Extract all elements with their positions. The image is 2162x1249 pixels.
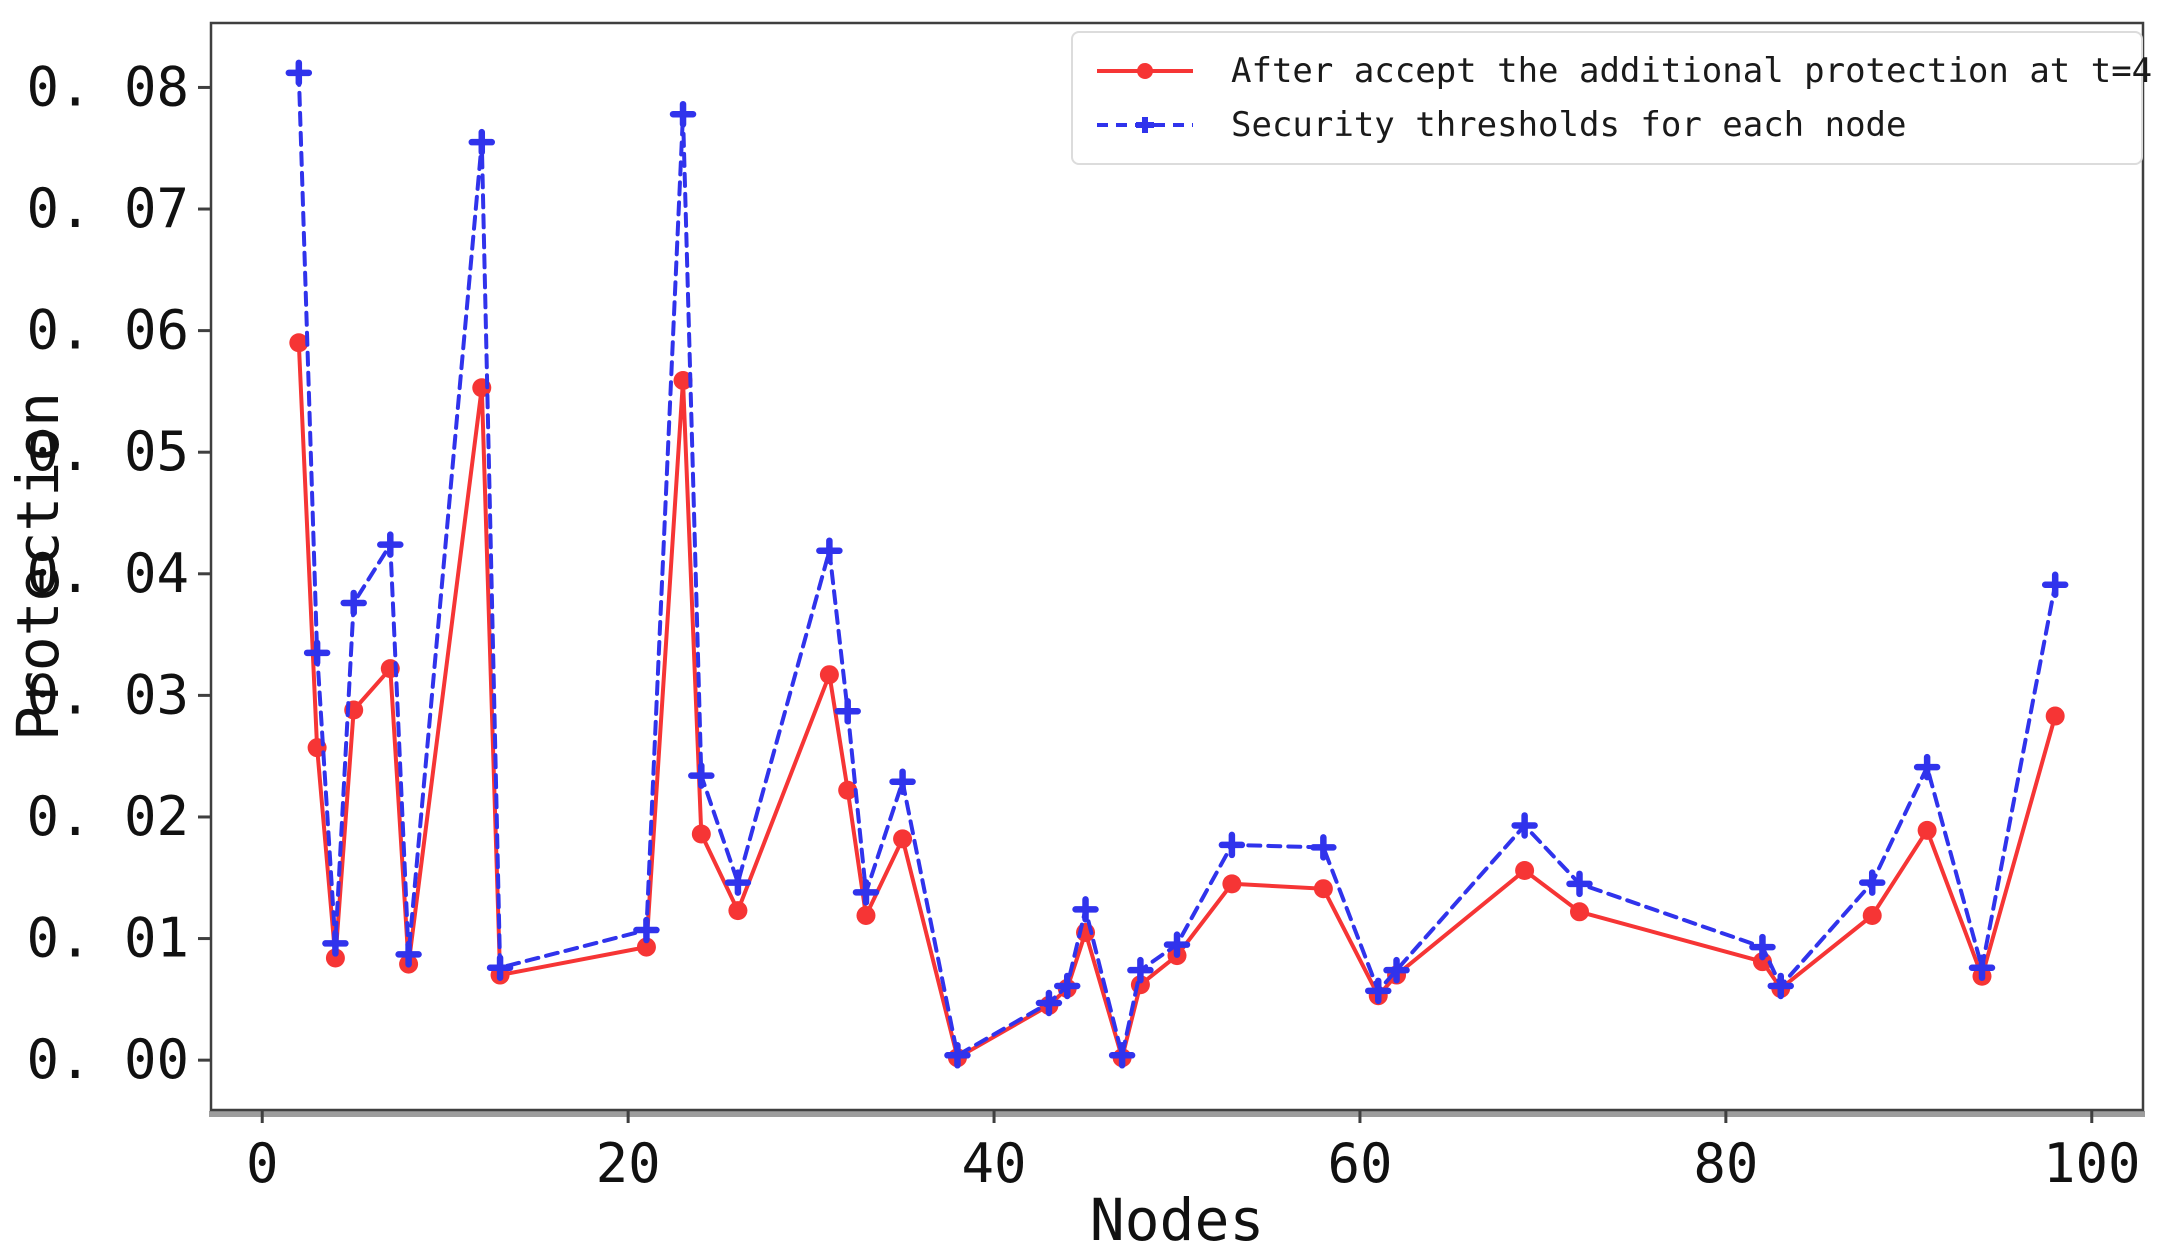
series-1-point (1072, 896, 1099, 923)
x-tick-label: 20 (596, 1132, 661, 1195)
y-tick-label: 0. 08 (26, 55, 189, 118)
series-0-point (325, 948, 345, 968)
series-1-point (303, 639, 331, 667)
series-0-point (838, 780, 858, 800)
series-0-point (636, 937, 656, 957)
x-tick-label: 100 (2043, 1132, 2141, 1195)
series-1-point (688, 762, 715, 789)
y-tick-label: 0. 01 (26, 907, 189, 970)
red-solid-line-circle-marker-icon (1097, 63, 1193, 79)
series-1-point (322, 930, 349, 957)
series-1-point (633, 916, 660, 944)
x-tick-label: 60 (1327, 1132, 1392, 1195)
series-1-point (285, 59, 313, 87)
chart-legend: After accept the additional protection a… (1071, 31, 2152, 165)
series-1-point (395, 941, 422, 968)
series-1-point (852, 879, 880, 906)
series-1-point (1767, 972, 1794, 1000)
y-tick-label: 0. 04 (26, 542, 189, 605)
series-1-point (816, 537, 843, 564)
series-1-point (724, 869, 752, 896)
series-0-point (1752, 952, 1772, 972)
series-0-point (893, 829, 913, 849)
series-0-point (673, 370, 693, 390)
series-1-point (669, 100, 697, 128)
y-tick-label: 0. 06 (26, 299, 189, 362)
y-axis-title: Protection (4, 392, 72, 741)
series-0-point (856, 905, 876, 925)
y-tick-label: 0. 02 (26, 785, 189, 848)
series-1-point (468, 128, 496, 156)
series-0-point (2045, 706, 2065, 726)
series-1-point (834, 697, 861, 725)
y-tick-label: 0. 00 (26, 1028, 189, 1091)
series-1-point (1127, 956, 1154, 984)
series-0-point (819, 665, 839, 685)
series-1-point (1218, 831, 1246, 859)
y-tick-label: 0. 07 (26, 177, 189, 240)
x-tick-label: 40 (962, 1132, 1027, 1195)
series-1-point (486, 954, 514, 981)
legend-entry-after-protection: After accept the additional protection a… (1073, 49, 2152, 93)
series-1-point (1108, 1042, 1136, 1069)
series-1-point (1035, 989, 1063, 1017)
series-0-point (1917, 820, 1937, 840)
series-1-point (1511, 812, 1538, 839)
series-1-point (1913, 753, 1941, 781)
series-1-point (944, 1042, 971, 1069)
series-1-point (377, 531, 404, 558)
series-1-point (2041, 571, 2069, 598)
series-1-point (1365, 977, 1392, 1005)
y-tick-label: 0. 03 (26, 663, 189, 726)
series-1-point (1968, 954, 1996, 981)
legend-label-security-thresholds: Security thresholds for each node (1231, 105, 1907, 145)
x-axis-title: Nodes (1090, 1186, 1265, 1249)
series-0-point (1862, 905, 1882, 925)
legend-label-after-protection: After accept the additional protection a… (1231, 51, 2153, 91)
series-0-point (1222, 874, 1242, 894)
series-1-point (1053, 972, 1081, 1000)
x-tick-label: 80 (1693, 1132, 1758, 1195)
x-tick-label: 0 (246, 1132, 279, 1195)
series-line-1 (296, 70, 2058, 1058)
series-1-point (1566, 870, 1593, 898)
series-0-point (1313, 879, 1333, 899)
legend-entry-security-thresholds: Security thresholds for each node (1073, 103, 2141, 147)
series-1-point (1163, 931, 1191, 958)
series-1-point (340, 589, 367, 617)
blue-dashed-line-plus-marker-icon (1097, 117, 1193, 133)
series-1-point (1749, 933, 1776, 961)
y-tick-label: 0. 05 (26, 420, 189, 483)
series-0-point (691, 824, 711, 844)
plot-frame (209, 21, 2145, 1112)
series-0-point (728, 901, 748, 921)
series-1-point (1310, 834, 1337, 861)
series-0-point (289, 333, 309, 353)
series-1-point (1383, 956, 1410, 984)
series-1-point (1858, 869, 1886, 896)
series-0-point (1515, 860, 1535, 880)
series-0-point (1570, 902, 1589, 922)
series-1-point (889, 768, 916, 795)
